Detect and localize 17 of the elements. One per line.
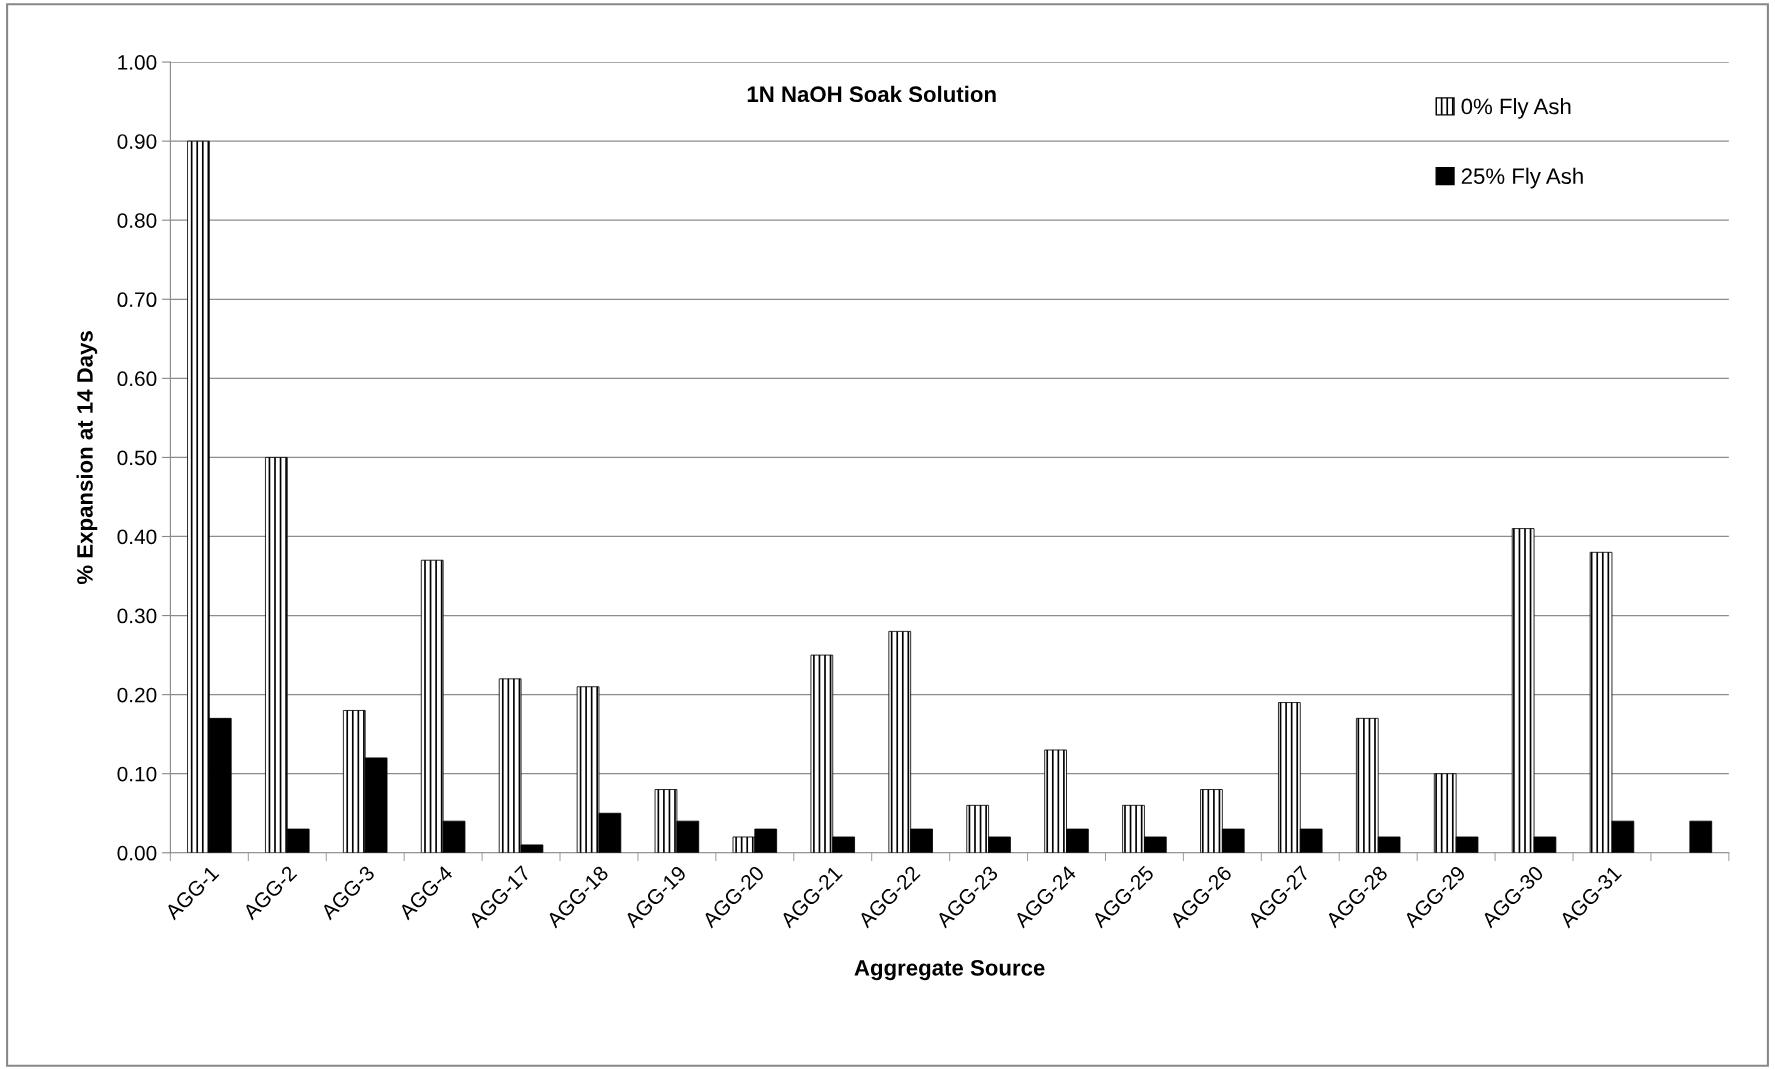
legend-label: 25% Fly Ash (1461, 167, 1583, 189)
y-tick-label: 0.10 (117, 766, 157, 782)
y-tick-label: 0.50 (117, 450, 157, 466)
y-tick-label: 0.00 (117, 845, 157, 861)
bar (1689, 820, 1713, 853)
y-tick-label: 0.30 (117, 608, 157, 624)
legend-label: 0% Fly Ash (1461, 97, 1571, 119)
y-tick-label: 0.60 (117, 371, 157, 387)
text: 1N NaOH Soak Solution (747, 85, 996, 103)
y-axis-title: % Expansion at 14 Days (76, 331, 98, 585)
y-tick-label: 0.40 (117, 529, 157, 545)
y-tick-label: 0.90 (117, 134, 157, 149)
y-tick-label: 0.20 (117, 687, 157, 703)
y-tick-label: 0.70 (117, 292, 157, 308)
y-tick-label: 1.00 (118, 55, 157, 70)
y-tick-label: 0.80 (117, 213, 157, 228)
x-axis-title: Aggregate Source (854, 959, 1045, 981)
